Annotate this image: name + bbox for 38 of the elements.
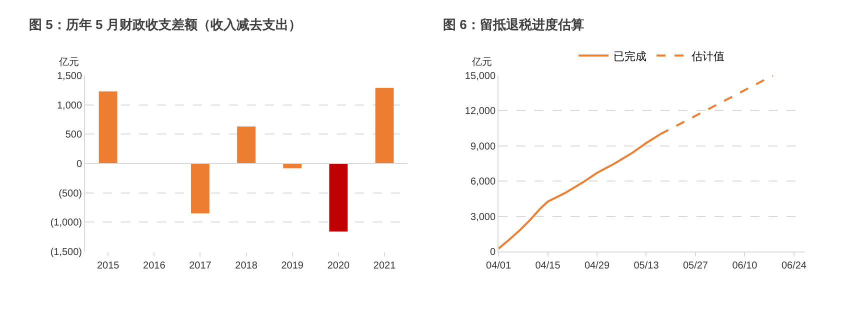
y-tick-label: 0 [76,159,82,170]
y-tick-label: 15,000 [464,71,496,82]
y-tick-label: 1,500 [56,71,82,82]
chart-title: 图 6：留抵退税进度估算 [443,17,584,32]
y-tick-label: (1,500) [50,247,82,258]
bar [98,91,118,164]
x-tick-label: 06/24 [781,260,807,272]
y-tick-label: (1,000) [50,218,82,229]
y-tick-label: 3,000 [470,212,496,223]
y-tick-label: 500 [65,130,82,141]
legend-label: 已完成 [614,50,647,63]
x-tick-label: 04/15 [535,260,561,272]
x-tick-label: 05/27 [682,260,708,272]
legend-label: 估计值 [692,50,725,63]
y-tick-label: (500) [58,188,82,200]
y-tick-label: 1,000 [56,100,82,112]
x-tick-label: 2020 [327,260,350,272]
x-tick-label: 2015 [96,260,120,272]
x-tick-label: 2018 [235,260,258,272]
y-tick-label: 9,000 [470,141,496,152]
x-tick-label: 2019 [281,260,304,272]
y-tick-label: 0 [490,247,496,258]
bar [237,126,256,164]
chart-title: 图 5：历年 5 月财政收支差额（收入减去支出） [29,17,302,32]
x-tick-label: 04/29 [584,260,610,272]
y-axis-title: 亿元 [471,57,492,68]
y-tick-label: 12,000 [464,106,496,118]
x-tick-label: 2017 [189,260,212,272]
x-tick-label: 05/13 [634,260,660,272]
y-tick-label: 6,000 [470,176,496,188]
x-tick-label: 04/01 [486,260,512,272]
bar [190,164,210,214]
x-tick-label: 2016 [143,260,166,272]
y-axis-title: 亿元 [58,57,79,68]
bar [329,164,348,232]
bar [375,88,394,164]
x-tick-label: 2021 [373,260,396,272]
x-tick-label: 06/10 [732,260,758,272]
